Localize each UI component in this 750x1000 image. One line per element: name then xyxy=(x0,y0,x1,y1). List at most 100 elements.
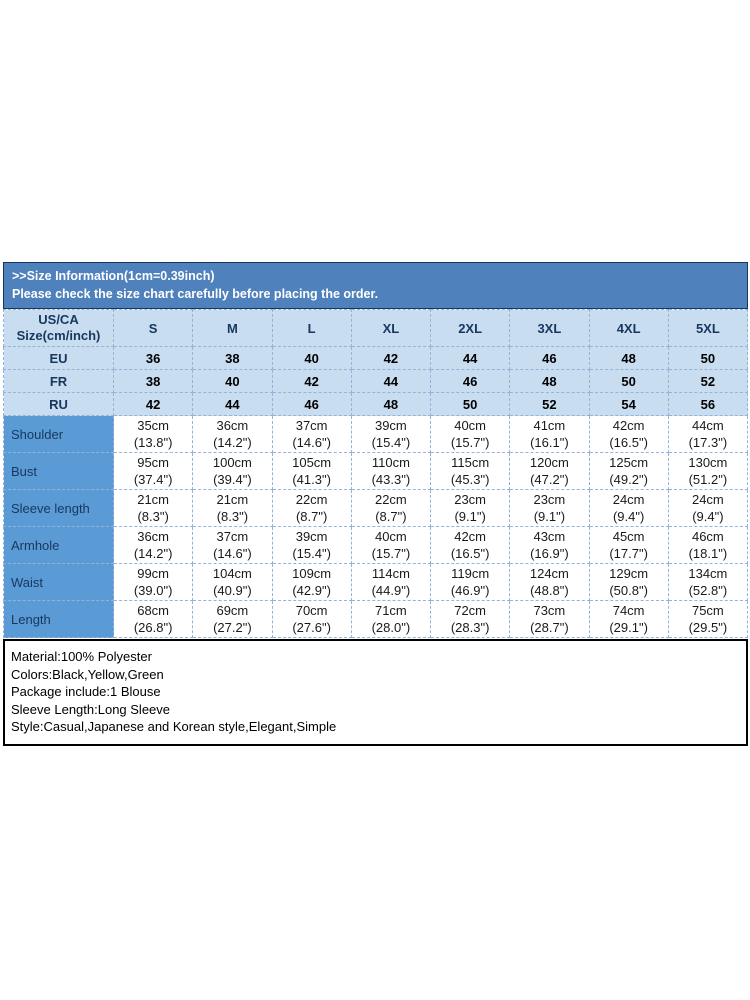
measure-cm: 44cm xyxy=(691,418,724,433)
measure-cm: 73cm xyxy=(533,603,566,618)
detail-line: Colors:Black,Yellow,Green xyxy=(11,666,164,682)
measure-inch: (29.5") xyxy=(688,620,728,635)
measure-cell: 68cm (26.8") xyxy=(112,600,194,638)
size-chart: >>Size Information(1cm=0.39inch) Please … xyxy=(3,262,749,746)
measure-cell: 69cm (27.2") xyxy=(192,600,273,638)
measure-cm: 114cm xyxy=(371,566,410,581)
header-row: US/CA Size(cm/inch) S M L XL 2XL 3XL 4XL 5XL xyxy=(3,309,749,347)
measure-inch: (39.4") xyxy=(213,472,252,487)
measure-inch: (13.8") xyxy=(133,435,173,450)
measure-cm: 105cm xyxy=(292,455,332,470)
measure-cell: 99cm (39.0") xyxy=(112,563,194,601)
measure-inch: (16.1") xyxy=(530,435,569,450)
measure-inch: (14.6") xyxy=(213,546,252,561)
measure-cm: 24cm xyxy=(691,492,724,507)
measure-inch: (15.4") xyxy=(292,546,331,561)
measure-cm: 35cm xyxy=(137,418,170,433)
size-cell: 42 xyxy=(350,346,432,370)
size-col-header: XL xyxy=(350,309,432,347)
measure-cell: 23cm (9.1") xyxy=(429,489,511,527)
banner-line-2: Please check the size chart carefully be… xyxy=(12,287,379,301)
size-cell: 50 xyxy=(588,369,669,393)
measure-cell: 36cm (14.2") xyxy=(192,415,273,453)
measure-cell: 24cm (9.4") xyxy=(667,489,749,527)
measure-cell: 115cm (45.3") xyxy=(429,452,511,490)
detail-line: Style:Casual,Japanese and Korean style,E… xyxy=(11,719,337,734)
measure-inch: (8.7") xyxy=(375,509,407,524)
measure-inch: (42.9") xyxy=(292,583,331,598)
measure-inch: (27.2") xyxy=(213,620,252,635)
measure-cm: 119cm xyxy=(451,566,490,581)
size-row-label: RU xyxy=(3,392,114,416)
measure-cm: 40cm xyxy=(454,418,487,433)
measure-cm: 125cm xyxy=(609,455,649,470)
measure-inch: (17.3") xyxy=(688,435,728,450)
size-cell: 48 xyxy=(588,346,669,370)
measure-cell: 21cm (8.3") xyxy=(192,489,273,527)
measure-cell: 21cm (8.3") xyxy=(112,489,194,527)
table-row: Length 68cm (26.8") 69cm (27.2") 70cm (27.6") 7… xyxy=(3,600,749,638)
measure-cm: 70cm xyxy=(295,603,328,618)
corner-line-2: Size(cm/inch) xyxy=(16,328,101,343)
measure-cell: 104cm (40.9") xyxy=(192,563,273,601)
measure-cell: 134cm (52.8") xyxy=(667,563,749,601)
measure-cell: 22cm (8.7") xyxy=(350,489,432,527)
size-cell: 42 xyxy=(271,369,352,393)
measure-cm: 43cm xyxy=(533,529,566,544)
measure-cell: 124cm (48.8") xyxy=(509,563,590,601)
measure-cm: 115cm xyxy=(451,455,490,470)
size-cell: 44 xyxy=(429,346,511,370)
measure-inch: (15.4") xyxy=(371,435,411,450)
measure-cm: 23cm xyxy=(454,492,487,507)
product-details-box: Material:100% Polyester Colors:Black,Yell… xyxy=(3,639,748,746)
size-col-header: 4XL xyxy=(588,309,669,347)
measure-cell: 95cm (37.4") xyxy=(112,452,194,490)
table-row: RU 42 44 46 48 50 52 54 56 xyxy=(3,392,749,416)
measure-inch: (17.7") xyxy=(609,546,648,561)
size-cell: 38 xyxy=(192,346,273,370)
size-cell: 46 xyxy=(429,369,511,393)
measure-inch: (27.6") xyxy=(292,620,331,635)
banner-line-1: >>Size Information(1cm=0.39inch) xyxy=(12,269,215,283)
size-cell: 40 xyxy=(192,369,273,393)
measure-inch: (52.8") xyxy=(688,583,728,598)
size-cell: 52 xyxy=(509,392,590,416)
measure-cell: 105cm (41.3") xyxy=(271,452,352,490)
detail-line: Sleeve Length:Long Sleeve xyxy=(11,701,171,717)
measure-cm: 21cm xyxy=(216,492,249,507)
size-cell: 56 xyxy=(667,392,749,416)
measure-row-label: Sleeve length xyxy=(3,489,114,527)
measure-inch: (28.0") xyxy=(371,620,411,635)
measure-cell: 114cm (44.9") xyxy=(350,563,432,601)
size-cell: 42 xyxy=(112,392,194,416)
measure-cell: 43cm (16.9") xyxy=(509,526,590,564)
table-row: Waist 99cm (39.0") 104cm (40.9") 109cm (42.9")… xyxy=(3,563,749,601)
measure-cell: 40cm (15.7") xyxy=(429,415,511,453)
measure-cm: 21cm xyxy=(137,492,170,507)
measure-cm: 75cm xyxy=(691,603,724,618)
measure-cm: 39cm xyxy=(295,529,328,544)
measure-inch: (14.2") xyxy=(213,435,252,450)
measure-cell: 46cm (18.1") xyxy=(667,526,749,564)
size-cell: 48 xyxy=(509,369,590,393)
measure-cm: 95cm xyxy=(137,455,170,470)
measure-row-label: Shoulder xyxy=(3,415,114,453)
measure-cm: 36cm xyxy=(216,418,249,433)
measure-cell: 37cm (14.6") xyxy=(192,526,273,564)
table-row: FR 38 40 42 44 46 48 50 52 xyxy=(3,369,749,393)
measure-inch: (50.8") xyxy=(609,583,648,598)
measure-inch: (29.1") xyxy=(609,620,648,635)
measure-inch: (9.1") xyxy=(533,509,566,524)
measure-inch: (39.0") xyxy=(133,583,173,598)
measure-cm: 36cm xyxy=(137,529,170,544)
size-col-header: 3XL xyxy=(509,309,590,347)
measure-cm: 37cm xyxy=(295,418,328,433)
measure-cell: 23cm (9.1") xyxy=(509,489,590,527)
measure-cell: 42cm (16.5") xyxy=(588,415,669,453)
measure-cell: 40cm (15.7") xyxy=(350,526,432,564)
size-row-label: FR xyxy=(3,369,114,393)
measure-inch: (47.2") xyxy=(530,472,569,487)
measure-inch: (43.3") xyxy=(371,472,411,487)
measure-cm: 130cm xyxy=(688,455,728,470)
measure-cell: 109cm (42.9") xyxy=(271,563,352,601)
